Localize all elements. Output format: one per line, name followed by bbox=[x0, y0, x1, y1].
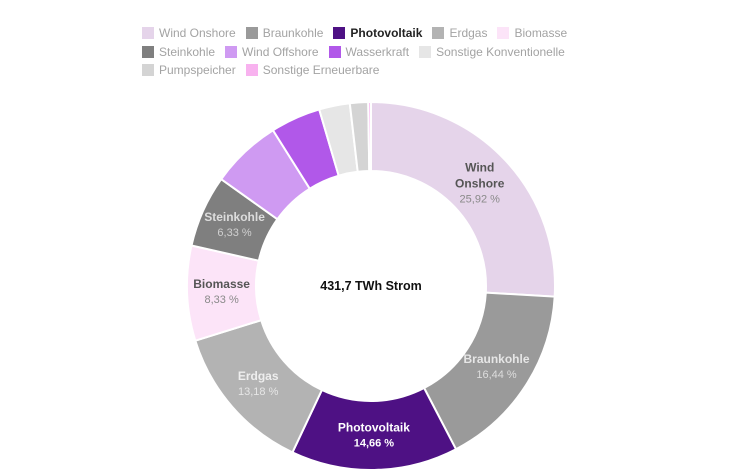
legend-item-erdgas[interactable]: Erdgas bbox=[432, 26, 487, 40]
slice-label-wind-onshore: Onshore bbox=[455, 176, 505, 190]
slice-label-steinkohle: Steinkohle bbox=[204, 210, 265, 224]
legend-label: Pumpspeicher bbox=[159, 63, 236, 78]
legend-item-pumpspeicher[interactable]: Pumpspeicher bbox=[142, 63, 236, 77]
legend-label: Wasserkraft bbox=[345, 44, 410, 59]
legend-label: Sonstige Erneuerbare bbox=[262, 63, 380, 78]
slice-value-wind-onshore: 25,92 % bbox=[460, 193, 501, 205]
legend-item-braunkohle[interactable]: Braunkohle bbox=[245, 26, 324, 41]
slice-value-photovoltaik: 14,66 % bbox=[354, 437, 395, 449]
slice-value-braunkohle: 16,44 % bbox=[476, 369, 517, 381]
legend-item-wind-offshore[interactable]: Wind Offshore bbox=[225, 44, 319, 59]
legend-item-sonstige-konventionelle[interactable]: Sonstige Konventionelle bbox=[419, 45, 565, 59]
slice-labels: Wind Onshore 25,92 % Braunkohle 16,44 % Photo… bbox=[193, 160, 530, 449]
legend-swatch bbox=[142, 27, 154, 40]
legend-swatch bbox=[328, 45, 341, 58]
slice-value-biomasse: 8,33 % bbox=[204, 294, 238, 306]
legend-item-wind-onshore[interactable]: Wind Onshore bbox=[142, 26, 236, 40]
legend-swatch bbox=[432, 27, 445, 40]
slice-label-photovoltaik: Photovoltaik bbox=[338, 420, 410, 434]
slice-value-steinkohle: 6,33 % bbox=[217, 227, 251, 239]
legend-label: Braunkohle bbox=[262, 26, 324, 41]
slice-label-erdgas: Erdgas bbox=[238, 369, 279, 383]
legend-item-sonstige-erneuerbare[interactable]: Sonstige Erneuerbare bbox=[245, 63, 380, 78]
legend-swatch bbox=[333, 27, 346, 40]
legend-item-biomasse[interactable]: Biomasse bbox=[497, 26, 567, 40]
legend-swatch bbox=[245, 64, 258, 77]
chart-legend: Wind Onshore Braunkohle Photovoltaik Erdgas… bbox=[142, 24, 612, 80]
center-label: 431,7 TWh Strom bbox=[320, 279, 421, 293]
legend-swatch bbox=[142, 64, 154, 77]
legend-swatch bbox=[497, 27, 510, 40]
legend-row: Wind Onshore Braunkohle Photovoltaik Erdgas… bbox=[142, 24, 612, 43]
slice-value-erdgas: 13,18 % bbox=[238, 386, 279, 398]
legend-label: Biomasse bbox=[514, 26, 568, 41]
legend-item-photovoltaik[interactable]: Photovoltaik bbox=[333, 26, 422, 40]
legend-swatch bbox=[225, 45, 238, 58]
legend-label: Sonstige Konventionelle bbox=[436, 44, 565, 59]
legend-item-steinkohle[interactable]: Steinkohle bbox=[142, 45, 215, 59]
legend-swatch bbox=[142, 45, 154, 58]
legend-swatch bbox=[419, 45, 432, 58]
legend-label: Wind Offshore bbox=[242, 44, 319, 59]
slice-label-wind-onshore: Wind bbox=[465, 160, 494, 174]
legend-label: Wind Onshore bbox=[159, 26, 236, 41]
legend-label: Erdgas bbox=[449, 26, 488, 41]
legend-row: Pumpspeicher Sonstige Erneuerbare bbox=[142, 61, 612, 80]
legend-label: Steinkohle bbox=[159, 44, 216, 59]
donut-slices bbox=[186, 100, 556, 471]
slice-sonstige-erneuerbare[interactable] bbox=[367, 100, 372, 173]
slice-label-biomasse: Biomasse bbox=[193, 277, 250, 291]
legend-label: Photovoltaik bbox=[350, 26, 423, 41]
slice-wind-onshore[interactable] bbox=[370, 100, 556, 298]
legend-row: Steinkohle Wind Offshore Wasserkraft Sonsti… bbox=[142, 43, 612, 62]
legend-swatch bbox=[245, 27, 258, 40]
legend-item-wasserkraft[interactable]: Wasserkraft bbox=[328, 44, 410, 59]
slice-label-braunkohle: Braunkohle bbox=[464, 352, 530, 366]
